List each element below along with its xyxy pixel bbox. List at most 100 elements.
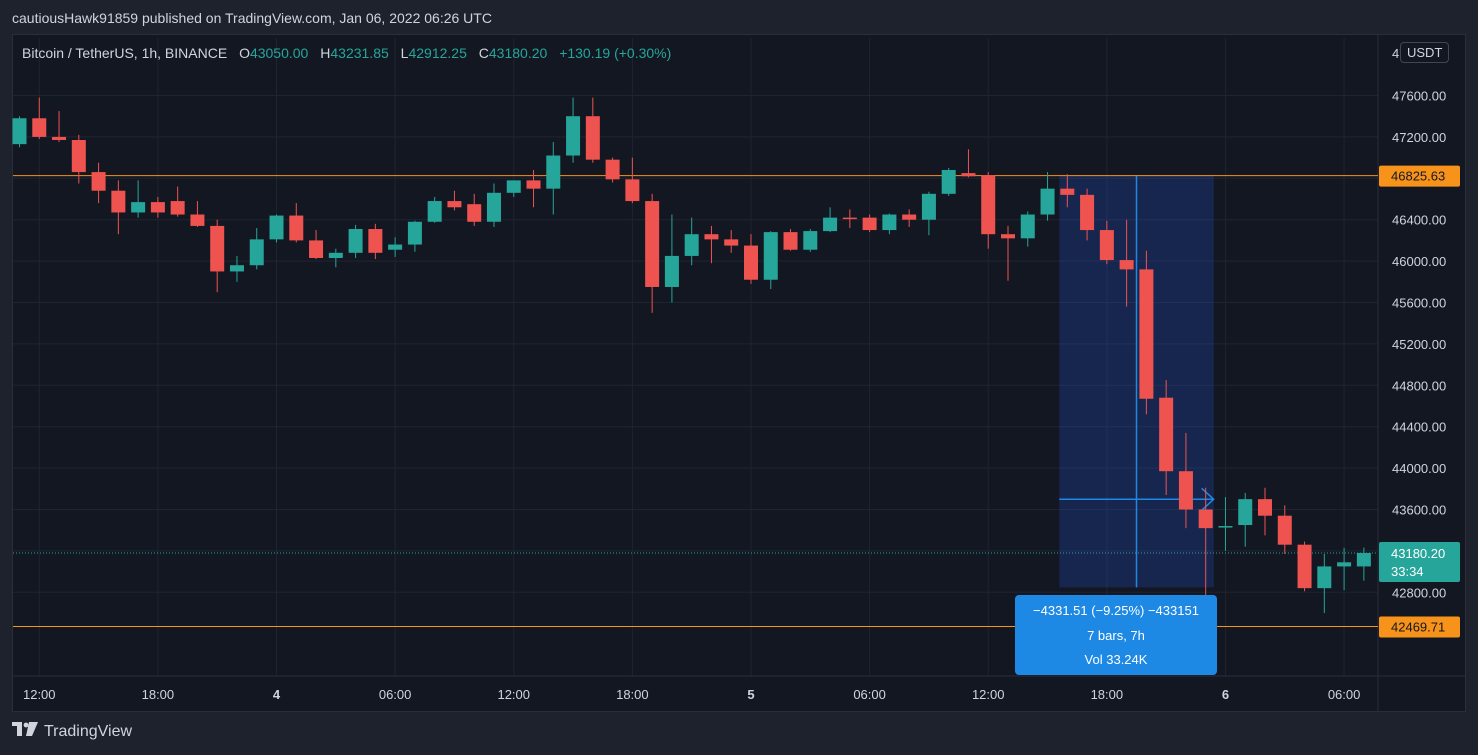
candle [52,111,67,143]
candle-body [1277,515,1292,545]
candle [1119,219,1134,307]
time-tick-label: 18:00 [1091,687,1124,702]
candle [1040,172,1055,221]
time-tick-label: 18:00 [142,687,175,702]
candle [1080,188,1095,241]
candle-body [131,202,146,213]
price-tick-label: 47200.00 [1392,130,1446,145]
candle-body [1099,230,1114,261]
candle [229,255,244,282]
time-tick-label: 5 [747,687,754,702]
candle [486,183,501,227]
candle-body [486,192,501,222]
candle [902,209,917,227]
candle-body [1060,188,1075,195]
candle [1238,492,1253,547]
candle [210,219,225,293]
time-tick-label: 18:00 [616,687,649,702]
time-tick-label: 06:00 [853,687,886,702]
candle-body [546,155,561,189]
high-label: H [320,45,331,61]
candle-body [447,201,462,208]
candle-body [111,190,126,213]
candle [388,237,403,257]
candle-body [1238,499,1253,526]
candles [12,97,1371,626]
candle [91,162,106,204]
symbol-legend: Bitcoin / TetherUS, 1h, BINANCE O43050.0… [22,45,671,61]
price-axis: 47600.0047200.0046800.0046400.0046000.00… [1392,46,1446,600]
candle [1317,554,1332,613]
chart-frame[interactable] [12,34,1466,712]
measure-bars-label: 7 bars, 7h [1087,628,1145,643]
candle-body [684,234,699,256]
candle-body [91,172,106,191]
candle [368,223,383,260]
hline-price-tag-label: 42469.71 [1391,619,1445,634]
candle [1277,505,1292,555]
price-tick-label: 42800.00 [1392,585,1446,600]
open-value: 43050.00 [249,45,309,61]
price-tick-label: 45200.00 [1392,337,1446,352]
candle [447,190,462,211]
price-tick-label: 44800.00 [1392,378,1446,393]
candle [823,207,838,233]
price-tick-label: 46000.00 [1392,254,1446,269]
candle [921,191,936,236]
candle-body [823,217,838,232]
footer-brand[interactable]: TradingView [12,722,132,741]
candle-body [902,214,917,220]
candle-body [1020,214,1035,239]
time-tick-label: 4 [273,687,281,702]
hline-price-tag [1379,616,1460,638]
candle [961,149,976,178]
candle [645,193,660,313]
candle-body [1258,499,1273,516]
currency-button[interactable]: USDT [1400,42,1450,63]
time-tick-label: 06:00 [379,687,412,702]
candle-body [961,173,976,177]
time-tick-label: 12:00 [972,687,1005,702]
candle-body [1356,552,1371,567]
candle-body [1139,269,1154,399]
candle-body [862,217,877,231]
candle [407,220,422,252]
candle-body [743,245,758,280]
measure-info-box [1015,595,1217,675]
candle [1356,547,1371,581]
candle [704,225,719,264]
low-value: 42912.25 [408,45,467,61]
high-value: 43231.85 [330,45,389,61]
candle [71,134,86,184]
candle [1258,487,1273,536]
time-tick-label: 12:00 [497,687,530,702]
candle-body [328,252,343,258]
candle [131,180,146,218]
candle-body [724,239,739,246]
close-value: 43180.20 [488,45,548,61]
symbol-name[interactable]: Bitcoin / TetherUS, 1h, BINANCE [22,45,228,61]
candle-body [585,116,600,160]
candle-body [882,214,897,231]
candle-body [249,239,264,266]
candle-body [1337,562,1352,567]
candle [150,196,165,218]
candle-body [289,215,304,241]
price-tick-label: 44000.00 [1392,461,1446,476]
candle-body [269,215,284,240]
candle-body [566,116,581,156]
candle [1001,225,1015,281]
candle [842,209,857,228]
open-label: O [239,45,250,61]
candle-body [1040,188,1055,215]
candle-body [605,159,620,180]
candle-body [1119,260,1134,270]
time-tick-label: 6 [1222,687,1229,702]
price-tick-label: 47600.00 [1392,89,1446,104]
candle [1099,220,1114,265]
candle-body [467,204,482,222]
candle-body [1317,566,1332,589]
price-tick-label: 45600.00 [1392,296,1446,311]
candle [1297,541,1312,592]
